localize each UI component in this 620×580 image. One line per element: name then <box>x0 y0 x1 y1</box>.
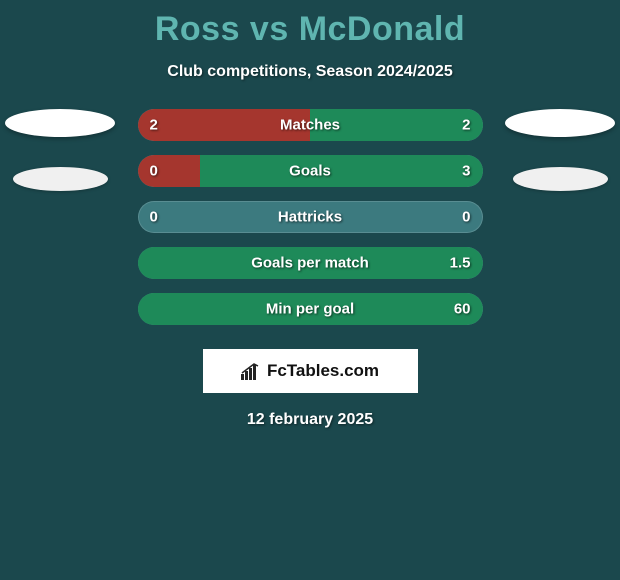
bar-fill-left <box>138 155 200 187</box>
stat-bar: 0 0 Hattricks <box>138 201 483 233</box>
stat-bar: 1.5 Goals per match <box>138 247 483 279</box>
right-team-ellipse-2 <box>513 167 608 191</box>
stat-bar: 60 Min per goal <box>138 293 483 325</box>
stat-bar: 2 2 Matches <box>138 109 483 141</box>
subtitle: Club competitions, Season 2024/2025 <box>0 63 620 81</box>
date-label: 12 february 2025 <box>0 411 620 429</box>
bar-right-value: 3 <box>462 163 470 180</box>
comparison-card: Ross vs McDonald Club competitions, Seas… <box>0 0 620 580</box>
bar-fill-right <box>200 155 483 187</box>
bar-left-value: 2 <box>150 117 158 134</box>
chart-icon <box>241 362 263 380</box>
left-team-marks <box>0 109 120 191</box>
bar-left-value: 0 <box>150 163 158 180</box>
source-logo-text: FcTables.com <box>267 361 379 381</box>
bar-right-value: 1.5 <box>450 255 471 272</box>
bar-label: Goals per match <box>251 255 369 272</box>
bar-left-value: 0 <box>150 209 158 226</box>
stats-area: 2 2 Matches 0 3 Goals 0 0 Hattricks 1.5 Goals per … <box>0 109 620 325</box>
bar-right-value: 60 <box>454 301 471 318</box>
page-title: Ross vs McDonald <box>0 0 620 49</box>
source-logo: FcTables.com <box>203 349 418 393</box>
right-team-marks <box>500 109 620 191</box>
bar-right-value: 2 <box>462 117 470 134</box>
stat-bar: 0 3 Goals <box>138 155 483 187</box>
bar-label: Matches <box>280 117 340 134</box>
bar-right-value: 0 <box>462 209 470 226</box>
right-team-ellipse-1 <box>505 109 615 137</box>
bar-label: Min per goal <box>266 301 354 318</box>
left-team-ellipse-1 <box>5 109 115 137</box>
comparison-bars: 2 2 Matches 0 3 Goals 0 0 Hattricks 1.5 Goals per … <box>138 109 483 325</box>
bar-label: Goals <box>289 163 331 180</box>
left-team-ellipse-2 <box>13 167 108 191</box>
bar-label: Hattricks <box>278 209 342 226</box>
